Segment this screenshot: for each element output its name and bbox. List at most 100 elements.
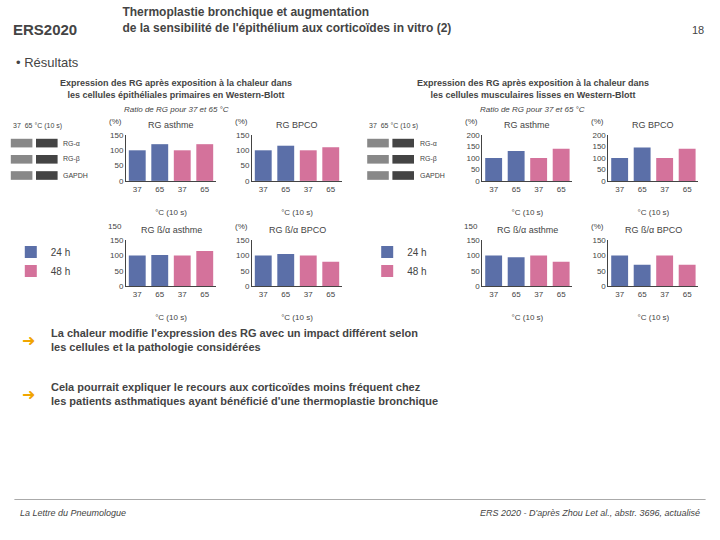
svg-text:37: 37 [259,185,268,194]
svg-text:100: 100 [110,146,124,155]
svg-text:0: 0 [601,177,606,186]
svg-text:100: 100 [466,154,480,163]
svg-text:48 h: 48 h [407,266,426,277]
svg-text:50: 50 [471,165,480,174]
svg-text:RG asthme: RG asthme [504,120,550,130]
svg-text:150: 150 [592,236,606,245]
svg-text:RG-β: RG-β [420,155,437,163]
svg-text:48 h: 48 h [51,266,70,277]
svg-text:°C (10 s): °C (10 s) [512,208,544,217]
svg-text:37: 37 [489,290,498,299]
svg-text:200: 200 [592,131,606,140]
svg-text:Ratio de RG pour 37 et 65 °C: Ratio de RG pour 37 et 65 °C [124,105,229,114]
svg-text:0: 0 [601,282,606,291]
svg-text:37: 37 [178,185,187,194]
svg-text:RG BPCO: RG BPCO [632,120,674,130]
svg-text:65: 65 [638,290,647,299]
svg-text:Thermoplastie bronchique et au: Thermoplastie bronchique et augmentation… [122,5,451,35]
svg-text:65: 65 [281,290,290,299]
svg-text:37: 37 [534,290,543,299]
svg-text:18: 18 [692,24,704,36]
svg-text:37: 37 [304,290,313,299]
svg-text:65: 65 [200,185,209,194]
svg-text:37: 37 [489,185,498,194]
svg-text:0: 0 [119,282,124,291]
svg-text:37: 37 [660,185,669,194]
svg-text:150: 150 [592,142,606,151]
svg-text:°C (10 s): °C (10 s) [638,208,670,217]
svg-text:°C (10 s): °C (10 s) [155,313,187,322]
svg-text:150: 150 [464,222,478,231]
svg-text:65: 65 [326,290,335,299]
svg-text:➜: ➜ [22,386,35,403]
svg-text:GAPDH: GAPDH [63,172,88,179]
svg-text:GAPDH: GAPDH [420,172,445,179]
svg-text:➜: ➜ [22,332,35,349]
svg-text:ERS 2020 - D'après Zhou Let al: ERS 2020 - D'après Zhou Let al., abstr. … [480,508,700,518]
svg-text:37: 37 [660,290,669,299]
svg-text:37: 37 [133,185,142,194]
svg-text:37: 37 [615,185,624,194]
svg-text:150: 150 [236,131,250,140]
svg-text:37: 37 [259,290,268,299]
svg-text:(%): (%) [591,222,604,231]
svg-text:0: 0 [475,177,480,186]
svg-text:24 h: 24 h [407,247,426,258]
svg-text:°C (10 s): °C (10 s) [281,313,313,322]
svg-text:RG ß/α BPCO: RG ß/α BPCO [269,225,326,235]
svg-text:50: 50 [597,267,606,276]
svg-text:50: 50 [597,165,606,174]
svg-text:Expression des RG après exposi: Expression des RG après exposition à la … [417,78,649,100]
svg-text:(%): (%) [235,117,248,126]
svg-text:37: 37 [615,290,624,299]
svg-text:La Lettre du Pneumologue: La Lettre du Pneumologue [20,508,126,518]
svg-text:RG ß/α asthme: RG ß/α asthme [141,225,202,235]
svg-text:Ratio de RG pour 37 et 65 °C: Ratio de RG pour 37 et 65 °C [480,105,585,114]
svg-text:RG-α: RG-α [63,140,80,147]
svg-text:La chaleur modifie l'expressio: La chaleur modifie l'expression des RG a… [51,327,418,353]
svg-text:100: 100 [592,251,606,260]
svg-text:RG-β: RG-β [63,155,80,163]
svg-text:°C (10 s): °C (10 s) [638,313,670,322]
svg-text:0: 0 [245,282,250,291]
svg-text:24 h: 24 h [51,247,70,258]
svg-text:150: 150 [466,236,480,245]
svg-text:RG ß/α asthme: RG ß/α asthme [497,225,558,235]
svg-text:0: 0 [475,282,480,291]
svg-text:65: 65 [683,290,692,299]
svg-text:(%): (%) [235,222,248,231]
svg-text:50: 50 [114,161,123,170]
svg-text:65: 65 [557,185,566,194]
svg-text:100: 100 [236,251,250,260]
svg-text:50: 50 [240,267,249,276]
svg-text:RG asthme: RG asthme [148,120,194,130]
svg-text:Expression des RG après exposi: Expression des RG après exposition à la … [60,78,292,100]
svg-text:50: 50 [471,267,480,276]
svg-text:100: 100 [592,154,606,163]
svg-text:• Résultats: • Résultats [16,55,79,70]
svg-text:150: 150 [110,131,124,140]
svg-text:°C (10 s): °C (10 s) [281,208,313,217]
svg-text:65: 65 [326,185,335,194]
svg-text:37 65 °C (10 s): 37 65 °C (10 s) [13,122,62,130]
svg-text:Cela pourrait expliquer le rec: Cela pourrait expliquer le recours aux c… [51,381,438,407]
svg-text:37: 37 [178,290,187,299]
svg-text:(%): (%) [109,117,122,126]
svg-text:150: 150 [236,236,250,245]
svg-text:0: 0 [119,177,124,186]
svg-text:50: 50 [240,161,249,170]
svg-text:150: 150 [110,236,124,245]
svg-text:°C (10 s): °C (10 s) [155,208,187,217]
svg-text:37: 37 [534,185,543,194]
svg-text:ERS2020: ERS2020 [13,21,77,38]
svg-text:RG ß/α BPCO: RG ß/α BPCO [625,225,682,235]
svg-text:65: 65 [281,185,290,194]
svg-text:RG BPCO: RG BPCO [276,120,318,130]
svg-text:100: 100 [466,251,480,260]
svg-text:65: 65 [512,185,521,194]
svg-text:150: 150 [466,142,480,151]
svg-text:0: 0 [245,177,250,186]
svg-text:65: 65 [557,290,566,299]
svg-text:°C (10 s): °C (10 s) [512,313,544,322]
svg-text:RG-α: RG-α [420,140,437,147]
